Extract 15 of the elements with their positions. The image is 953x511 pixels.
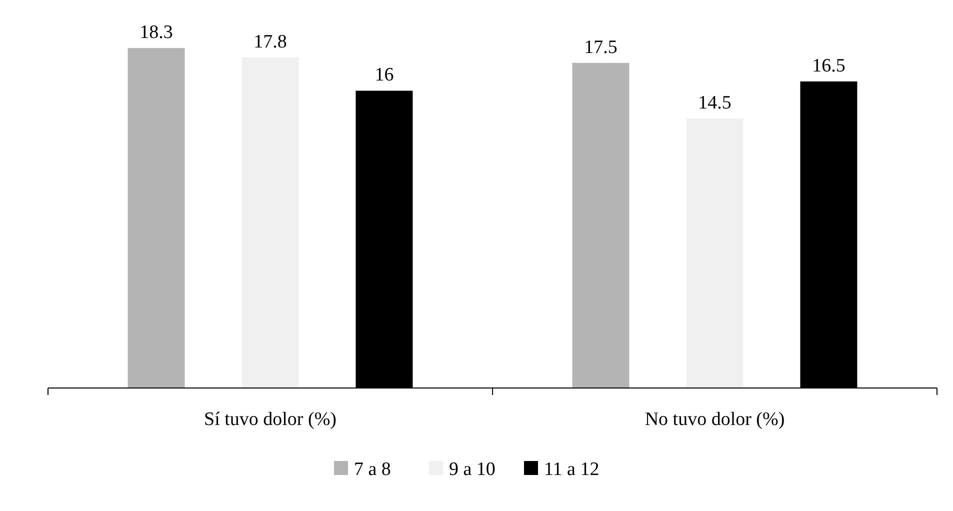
legend-label: 9 a 10	[449, 459, 496, 480]
bar	[128, 48, 185, 388]
legend-label: 7 a 8	[354, 459, 391, 480]
data-label: 14.5	[698, 92, 732, 114]
x-tick-label: No tuvo dolor (%)	[644, 409, 785, 430]
data-label: 18.3	[140, 22, 173, 43]
data-label: 17.5	[584, 36, 618, 58]
data-label: 16.5	[812, 55, 846, 76]
data-label: 16	[374, 64, 394, 86]
bar	[572, 62, 630, 388]
x-tick-label: Sí tuvo dolor (%)	[204, 409, 336, 430]
legend-label: 11 a 12	[544, 459, 600, 480]
data-label: 17.8	[254, 31, 287, 52]
bar	[242, 57, 299, 388]
bar	[686, 118, 744, 388]
